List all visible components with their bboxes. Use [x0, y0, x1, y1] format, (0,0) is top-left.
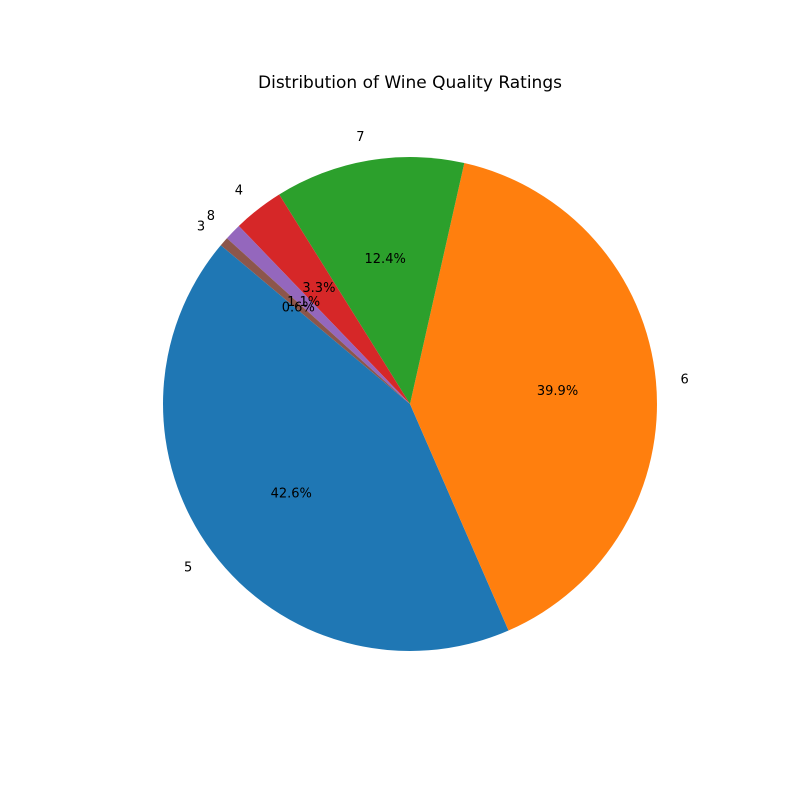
slice-percent-label: 12.4% — [365, 252, 406, 267]
slice-percent-label: 42.6% — [271, 487, 312, 502]
pie-slice-4 — [238, 194, 410, 404]
slice-percent-label: 0.6% — [282, 301, 315, 316]
slice-category-label: 4 — [235, 184, 243, 199]
pie-slice-6 — [410, 163, 657, 631]
pie-slice-8 — [226, 225, 410, 404]
slice-percent-label: 1.1% — [287, 295, 320, 310]
pie-slice-7 — [279, 157, 465, 404]
slice-category-label: 5 — [184, 561, 192, 576]
chart-title: Distribution of Wine Quality Ratings — [258, 73, 562, 93]
slice-percent-label: 3.3% — [302, 281, 335, 296]
pie-slices — [163, 157, 657, 651]
slice-percent-label: 39.9% — [537, 384, 578, 399]
pie-slice-5 — [163, 245, 509, 651]
slice-category-label: 7 — [356, 130, 364, 145]
slice-category-label: 6 — [680, 372, 688, 387]
pie-labels: 5 42.6% 6 39.9% 7 12.4% 4 3.3% 8 1.1% 3 0.6% — [184, 130, 689, 575]
slice-category-label: 8 — [207, 209, 215, 224]
slice-category-label: 3 — [197, 219, 205, 234]
pie-slice-3 — [220, 238, 410, 404]
